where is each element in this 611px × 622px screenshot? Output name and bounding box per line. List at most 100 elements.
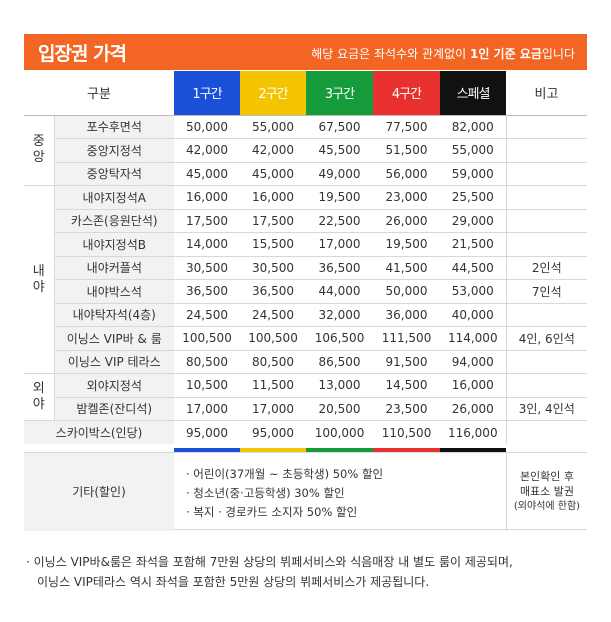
remark-cell: 4인, 6인석	[505, 326, 588, 351]
price-cell: 116,000	[447, 425, 498, 440]
price-cell: 45,000	[174, 162, 241, 186]
price-cell: 17,000	[240, 397, 307, 421]
remark-cell	[505, 209, 588, 233]
price-cell: 11,500	[240, 373, 307, 398]
table-row: 중 앙 포수후면석 50,000 55,000 67,500 77,500 82,000	[24, 115, 588, 186]
remark-cell	[505, 162, 588, 186]
price-table: 구분 1구간 2구간 3구간 4구간 스페셜 비고 중 앙 포수후면석 50,000 5…	[24, 71, 588, 444]
col-zone4: 4구간	[373, 71, 441, 116]
price-cell: 16,000	[174, 185, 241, 210]
price-cell: 44,000	[306, 279, 374, 304]
price-cell: 49,000	[306, 162, 374, 186]
price-cell: 100,500	[240, 326, 307, 351]
price-cell: 55,000	[440, 138, 507, 163]
seat-name: 중앙탁자석	[53, 162, 175, 186]
price-cell: 56,000	[373, 162, 441, 186]
seat-name: 이닝스 VIP 테라스	[53, 350, 175, 374]
discount-item: · 어린이(37개월 ~ 초등학생) 50% 할인	[186, 467, 384, 481]
table-row: 스카이박스(인당) 95,000 95,000 100,000 110,500 116,0…	[24, 420, 588, 444]
price-cell: 14,500	[373, 373, 441, 398]
price-cell: 13,000	[306, 373, 374, 398]
group-label-char: 앙	[32, 150, 45, 166]
seat-name: 외야지정석	[53, 373, 175, 398]
price-cell: 16,000	[440, 373, 507, 398]
remark-cell	[505, 420, 588, 444]
table-row: 외 야 외야지정석 10,500 11,500 13,000 14,500 16,000	[24, 373, 588, 421]
page-title: 입장권 가격	[38, 43, 127, 65]
price-cell: 42,000	[240, 138, 307, 163]
seat-name: 내야박스석	[53, 279, 175, 304]
price-cell: 41,500	[373, 256, 441, 280]
seat-name: 내야지정석A	[53, 185, 175, 210]
group-label-char: 야	[32, 279, 45, 295]
col-zone3: 3구간	[306, 71, 374, 116]
discount-label: 기타(할인)	[24, 453, 174, 531]
price-cell: 55,000	[240, 115, 307, 139]
seat-name: 카스존(응원단석)	[53, 209, 175, 233]
group-label-char: 내	[32, 263, 45, 279]
price-cell: 100,000	[314, 425, 365, 440]
price-cell: 111,500	[373, 326, 441, 351]
discount-item: · 청소년(중·고등학생) 30% 할인	[186, 486, 345, 500]
col-category: 구분	[24, 71, 175, 116]
remark-cell: 3인, 4인석	[505, 397, 588, 421]
table-row: 밤켈존(잔디석) 17,000 17,000 20,500 23,500 26,000 3인…	[24, 397, 588, 421]
price-cell: 80,500	[174, 350, 241, 374]
discount-item: · 복지 · 경로카드 소지자 50% 할인	[186, 505, 358, 519]
price-cell: 22,500	[306, 209, 374, 233]
table-row: 중앙탁자석 45,000 45,000 49,000 56,000 59,000	[24, 162, 588, 186]
table-row: 카스존(응원단석) 17,500 17,500 22,500 26,000 29,000	[24, 209, 588, 233]
price-cell: 14,000	[174, 232, 241, 257]
price-cell: 50,000	[373, 279, 441, 304]
header-note-prefix: 해당 요금은 좌석수와 관계없이	[311, 47, 470, 61]
price-cell: 94,000	[440, 350, 507, 374]
price-cell: 23,500	[373, 397, 441, 421]
price-cell: 114,000	[440, 326, 507, 351]
price-cell: 53,000	[440, 279, 507, 304]
col-zone2: 2구간	[240, 71, 307, 116]
price-cell: 32,000	[306, 303, 374, 327]
col-special: 스페셜	[440, 71, 507, 116]
price-cell: 67,500	[306, 115, 374, 139]
price-cell: 21,500	[440, 232, 507, 257]
seat-name: 스카이박스(인당)	[24, 420, 175, 444]
remark-cell: 7인석	[505, 279, 588, 304]
remark-cell	[505, 138, 588, 163]
seat-name: 내야커플석	[53, 256, 175, 280]
price-cell: 10,500	[174, 373, 241, 398]
price-cell: 30,500	[240, 256, 307, 280]
seat-name: 내야탁자석(4층)	[53, 303, 175, 327]
header-note-bold: 1인 기준 요금	[469, 47, 542, 61]
table-row: 내야커플석 30,500 30,500 36,500 41,500 44,500 2인석	[24, 256, 588, 280]
price-cell: 95,000	[186, 425, 229, 440]
price-cell: 19,500	[373, 232, 441, 257]
discount-section: 기타(할인) · 어린이(37개월 ~ 초등학생) 50% 할인 · 청소년(중…	[24, 452, 587, 531]
remark-cell	[505, 115, 588, 139]
remark-cell	[505, 185, 588, 210]
price-cell: 17,000	[174, 397, 241, 421]
seat-name: 밤켈존(잔디석)	[53, 397, 175, 421]
price-cell: 100,500	[174, 326, 241, 351]
price-cell: 36,500	[174, 279, 241, 304]
remark-cell: 2인석	[505, 256, 588, 280]
group-label-char: 외	[32, 381, 45, 396]
table-header-row: 구분 1구간 2구간 3구간 4구간 스페셜 비고	[24, 71, 588, 116]
price-cell: 51,500	[373, 138, 441, 163]
table-row: 내야박스석 36,500 36,500 44,000 50,000 53,000 7인석	[24, 279, 588, 304]
price-cell: 86,500	[306, 350, 374, 374]
table-row: 내 야 내야지정석A 16,000 16,000 19,500 23,000 25,500	[24, 185, 588, 374]
footnote-line: · 이닝스 VIP바&룸은 좌석을 포함해 7만원 상당의 뷔페서비스와 식음매…	[26, 555, 513, 569]
header-note: 해당 요금은 좌석수와 관계없이 1인 기준 요금입니다	[311, 45, 575, 62]
price-cell: 80,500	[240, 350, 307, 374]
price-cell: 26,000	[440, 397, 507, 421]
group-label-char: 야	[32, 397, 45, 412]
price-cell: 110,500	[381, 425, 432, 440]
remark-line: 본인확인 후	[519, 470, 575, 483]
col-zone1: 1구간	[174, 71, 241, 116]
price-cell: 44,500	[440, 256, 507, 280]
remark-cell	[505, 373, 588, 398]
remark-line: 매표소 발권	[519, 485, 575, 498]
table-row: 이닝스 VIP 테라스 80,500 80,500 86,500 91,500 94,00…	[24, 350, 588, 374]
group-label-char: 중	[32, 134, 45, 150]
